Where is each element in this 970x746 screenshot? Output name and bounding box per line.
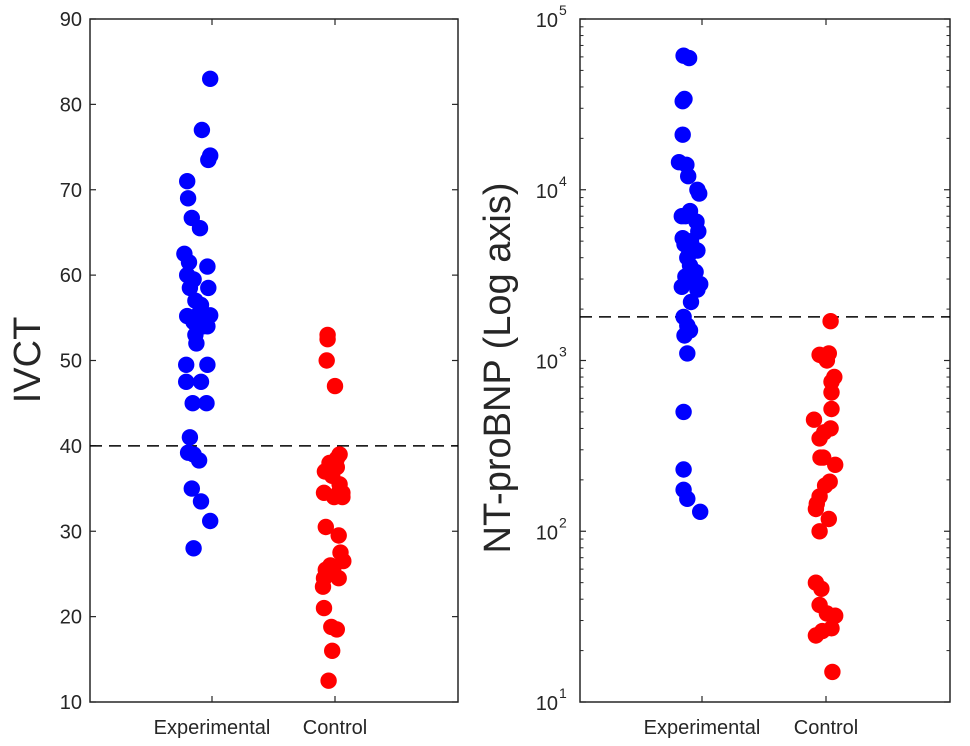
ntprobnp-point-experimental — [673, 278, 690, 295]
ivct-point-control — [324, 642, 341, 659]
ivct-ytick-label: 30 — [60, 521, 82, 543]
ntprobnp-point-experimental — [680, 168, 697, 185]
ntprobnp-ytick-label: 10 — [536, 352, 558, 374]
ivct-point-experimental — [199, 318, 216, 335]
ivct-point-experimental — [193, 121, 211, 139]
ivct-point-experimental — [198, 395, 215, 412]
ivct-point-experimental — [181, 279, 199, 297]
ntprobnp-point-control — [807, 500, 825, 518]
ivct-y-axis-label: IVCT — [7, 317, 49, 404]
ivct-point-experimental — [190, 452, 208, 469]
ntprobnp-ytick-exponent: 1 — [559, 685, 567, 701]
ivct-point-experimental — [185, 540, 202, 557]
ntprobnp-point-experimental — [682, 293, 700, 311]
ivct-point-experimental — [192, 373, 210, 390]
ntprobnp-point-control — [827, 607, 844, 624]
ntprobnp-point-control — [811, 523, 828, 540]
ivct-point-experimental — [180, 254, 198, 271]
ntprobnp-ytick-label: 10 — [536, 522, 558, 544]
ivct-xtick-control: Control — [303, 717, 367, 739]
ivct-point-experimental — [192, 493, 210, 510]
ivct-ytick-label: 40 — [60, 436, 82, 458]
ivct-point-experimental — [200, 279, 217, 297]
ivct-point-control — [314, 578, 332, 595]
ivct-point-experimental — [202, 512, 219, 530]
ntprobnp-ytick-exponent: 4 — [559, 173, 567, 189]
ntprobnp-ytick-exponent: 5 — [559, 2, 567, 18]
ntprobnp-point-experimental — [674, 126, 691, 143]
ivct-point-experimental — [181, 429, 199, 446]
ntprobnp-point-control — [823, 400, 840, 418]
ntprobnp-ytick-label: 10 — [536, 693, 558, 715]
ntprobnp-point-experimental — [679, 345, 696, 362]
ntprobnp-point-control — [805, 411, 823, 428]
ivct-ytick-label: 60 — [60, 265, 82, 287]
ivct-point-experimental — [200, 151, 217, 169]
ntprobnp-point-experimental — [680, 49, 698, 67]
ivct-xtick-experimental: Experimental — [154, 717, 271, 739]
ivct-point-experimental — [191, 220, 209, 237]
ntprobnp-point-control — [811, 430, 828, 447]
ntprobnp-point-control — [815, 449, 832, 466]
ivct-ytick-label: 50 — [60, 351, 82, 373]
ivct-point-control — [319, 331, 336, 348]
ntprobnp-y-axis-label: NT-proBNP (Log axis) — [477, 183, 519, 554]
ntprobnp-point-experimental — [674, 93, 691, 110]
ivct-point-experimental — [179, 173, 196, 190]
ntprobnp-ytick-label: 10 — [536, 181, 558, 203]
ivct-ytick-label: 80 — [60, 94, 82, 116]
ivct-point-control — [330, 527, 347, 544]
ivct-point-experimental — [178, 373, 195, 390]
ivct-point-experimental — [184, 395, 201, 412]
ivct-ytick-label: 70 — [60, 180, 82, 202]
ivct-ytick-label: 20 — [60, 607, 82, 629]
ntprobnp-point-control — [813, 580, 830, 597]
ivct-point-experimental — [188, 335, 205, 352]
ivct-point-experimental — [199, 356, 216, 373]
ivct-point-experimental — [202, 70, 219, 88]
ivct-point-control — [317, 518, 334, 536]
ntprobnp-xtick-experimental: Experimental — [644, 717, 761, 739]
ntprobnp-ytick-exponent: 2 — [559, 514, 567, 530]
ntprobnp-point-control — [822, 313, 839, 330]
ivct-ytick-label: 10 — [60, 692, 82, 714]
ntprobnp-point-control — [818, 352, 836, 369]
ntprobnp-point-experimental — [675, 461, 692, 478]
ivct-point-control — [318, 352, 335, 369]
ntprobnp-ytick-exponent: 3 — [559, 344, 567, 360]
ivct-point-control — [334, 488, 351, 506]
ntprobnp-point-experimental — [679, 490, 696, 507]
ivct-point-control — [315, 599, 333, 617]
ntprobnp-point-control — [807, 627, 825, 644]
ntprobnp-xtick-control: Control — [794, 717, 858, 739]
ivct-point-control — [328, 621, 345, 638]
ntprobnp-point-experimental — [691, 185, 708, 202]
ivct-point-experimental — [199, 258, 216, 275]
ivct-ytick-label: 90 — [60, 9, 82, 31]
ntprobnp-point-experimental — [676, 327, 693, 344]
ivct-axes-box — [89, 18, 459, 703]
ivct-point-experimental — [178, 356, 195, 373]
ntprobnp-point-control — [823, 384, 840, 401]
ntprobnp-point-control — [827, 456, 844, 473]
ivct-point-control — [326, 377, 344, 395]
ntprobnp-ytick-label: 10 — [536, 10, 558, 32]
ntprobnp-point-experimental — [675, 403, 692, 421]
ivct-point-control — [330, 570, 347, 587]
ntprobnp-point-control — [820, 510, 837, 528]
ntprobnp-point-experimental — [689, 281, 706, 298]
ntprobnp-axes-box — [579, 18, 951, 703]
ivct-point-experimental — [179, 190, 197, 207]
ntprobnp-point-control — [824, 663, 841, 681]
ivct-point-experimental — [183, 480, 200, 497]
ivct-point-control — [320, 672, 337, 689]
ntprobnp-point-experimental — [692, 503, 709, 520]
